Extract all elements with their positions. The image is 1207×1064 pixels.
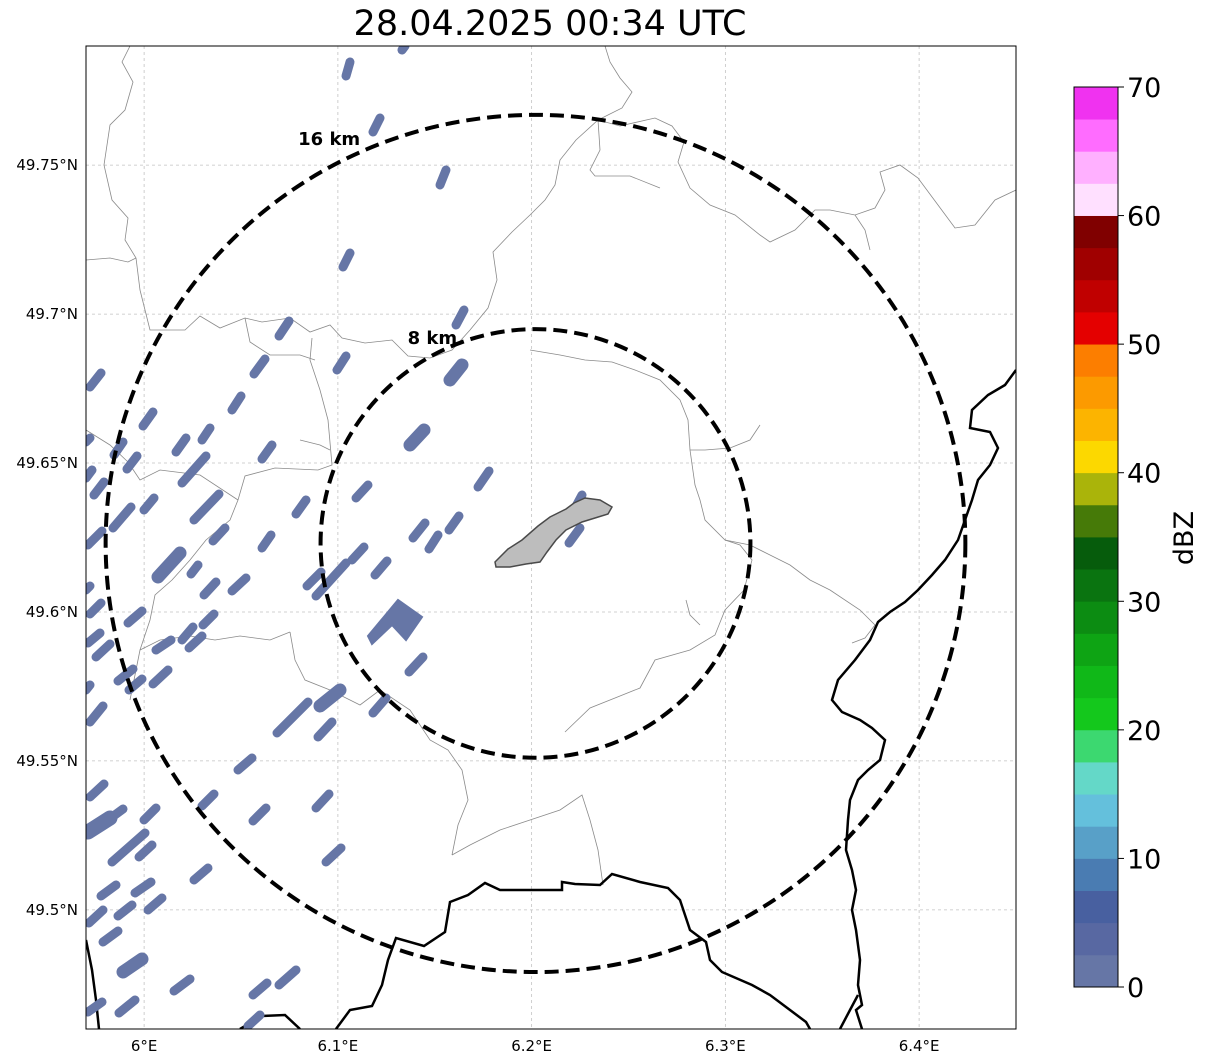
colorbar-tick-label: 20 [1127,716,1161,747]
colorbar-bin [1074,601,1118,634]
radar-echoes [86,46,587,1029]
colorbar-bin [1074,215,1118,249]
colorbar-bin [1074,826,1118,859]
map-panel[interactable]: 8 km 16 km [85,45,1017,1030]
colorbar-bin [1074,312,1118,345]
colorbar-bin [1074,858,1118,891]
lat-tick-label: 49.75°N [16,156,78,174]
city-area [494,497,614,568]
colorbar-bin [1074,247,1118,281]
colorbar-tick-label: 0 [1127,973,1144,1004]
colorbar-bin [1074,922,1118,956]
colorbar-bin [1074,376,1118,409]
colorbar-tick-label: 30 [1127,587,1161,618]
lat-tick-label: 49.6°N [26,603,78,621]
range-ring [103,112,968,975]
lat-tick-label: 49.55°N [16,752,78,770]
colorbar-bin [1074,279,1118,313]
ring-label: 8 km [408,328,458,349]
colorbar-bin [1074,954,1118,988]
colorbar-tick-label: 70 [1127,73,1161,104]
lat-tick-label: 49.65°N [16,454,78,472]
lon-tick-label: 6.4°E [899,1037,940,1055]
colorbar-bin [1074,504,1118,538]
lon-tick-label: 6.3°E [705,1037,746,1055]
colorbar-bin [1074,569,1118,602]
lon-tick-label: 6.2°E [511,1037,552,1055]
range-rings: 8 km 16 km [103,112,968,975]
lat-tick-label: 49.5°N [26,901,78,919]
colorbar-bin [1074,472,1118,506]
colorbar-tick-label: 60 [1127,202,1161,233]
colorbar-bin [1074,440,1118,474]
colorbar-frame [1073,86,1119,988]
colorbar-bin [1074,119,1118,152]
range-ring [318,327,753,760]
map-title: 28.04.2025 00:34 UTC [353,4,747,44]
colorbar-bin [1074,794,1118,827]
colorbar-label: dBZ [1169,511,1200,565]
colorbar-bin [1074,537,1118,570]
colorbar-tick-label: 50 [1127,330,1161,361]
colorbar-bin [1074,762,1118,795]
colorbar-bin [1074,729,1118,763]
colorbar-bin [1074,87,1118,120]
colorbar-bin [1074,890,1118,924]
ring-label: 16 km [298,129,360,150]
colorbar-bin [1074,697,1118,731]
lon-tick-label: 6°E [131,1037,158,1055]
colorbar-bin [1074,183,1118,216]
graticule [86,46,1016,1029]
colorbar-bin [1074,151,1118,184]
lon-tick-label: 6.1°E [317,1037,358,1055]
colorbar-bin [1074,344,1118,377]
colorbar-bin [1074,665,1118,699]
colorbar: 0 10 20 30 40 50 60 70 dBZ [1073,73,1200,1004]
colorbar-bin [1074,633,1118,666]
colorbar-bin [1074,408,1118,441]
lat-tick-label: 49.7°N [26,305,78,323]
colorbar-tick-label: 10 [1127,844,1161,875]
map-frame [85,45,1017,1030]
axis-labels: 49.5°N 49.55°N 49.6°N 49.65°N 49.7°N 49.75°N 6… [16,156,939,1055]
colorbar-tick-label: 40 [1127,459,1161,490]
